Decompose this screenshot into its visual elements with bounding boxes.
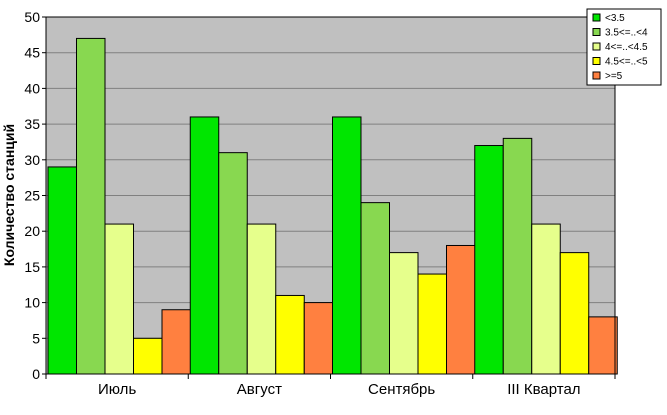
bar	[47, 166, 77, 375]
legend-label: <3.5	[605, 13, 625, 24]
bar	[218, 152, 248, 375]
x-tick-label: Июль	[98, 381, 136, 398]
bar	[303, 302, 334, 375]
bar	[474, 145, 504, 375]
legend-swatch	[592, 42, 601, 51]
y-tick-label: 40	[24, 80, 40, 96]
bar	[417, 273, 447, 375]
bar	[161, 309, 191, 375]
y-tick-label: 35	[24, 116, 40, 132]
legend-swatch	[592, 57, 601, 65]
y-tick-label: 20	[24, 223, 40, 239]
bar	[588, 316, 618, 375]
bar	[502, 137, 533, 375]
x-axis-ticks: Июль Август Сентябрь III Квартал	[45, 374, 616, 398]
y-tick-label: 25	[24, 188, 40, 204]
y-tick-label: 45	[24, 45, 40, 61]
x-tick-label: Август	[237, 381, 282, 398]
bar	[531, 223, 561, 375]
bar	[559, 252, 590, 375]
legend-swatch	[592, 28, 601, 36]
y-tick-label: 10	[24, 295, 40, 311]
legend-label: >=5	[605, 71, 623, 82]
legend-swatch	[592, 13, 601, 22]
bar	[246, 223, 277, 375]
bar	[189, 116, 220, 375]
bar	[76, 37, 106, 375]
legend: <3.5 3.5<=..<4 4<=..<4.5 4.5<=..<5 >=5	[586, 8, 662, 86]
y-tick-label: 5	[32, 330, 40, 346]
y-tick-label: 0	[32, 366, 40, 382]
bar	[446, 244, 476, 375]
y-tick-label: 30	[24, 152, 40, 168]
y-tick-label: 15	[24, 259, 40, 275]
bar	[104, 223, 134, 375]
bar	[275, 294, 305, 375]
y-axis-title: Количество станций	[1, 124, 17, 266]
y-tick-label: 50	[24, 9, 40, 25]
y-axis-ticks: 0 5 10 15 20 25 30 35 40 45 50	[24, 9, 46, 382]
x-tick-label: III Квартал	[507, 381, 580, 398]
bar	[360, 202, 390, 375]
legend-label: 4<=..<4.5	[605, 42, 648, 53]
legend-label: 4.5<=..<5	[605, 57, 648, 68]
x-tick-label: Сентябрь	[368, 381, 435, 398]
bar	[389, 252, 419, 375]
bar	[133, 337, 163, 375]
legend-swatch	[592, 71, 601, 80]
legend-label: 3.5<=..<4	[605, 28, 648, 39]
bars-group	[47, 37, 618, 375]
bar	[332, 116, 362, 375]
